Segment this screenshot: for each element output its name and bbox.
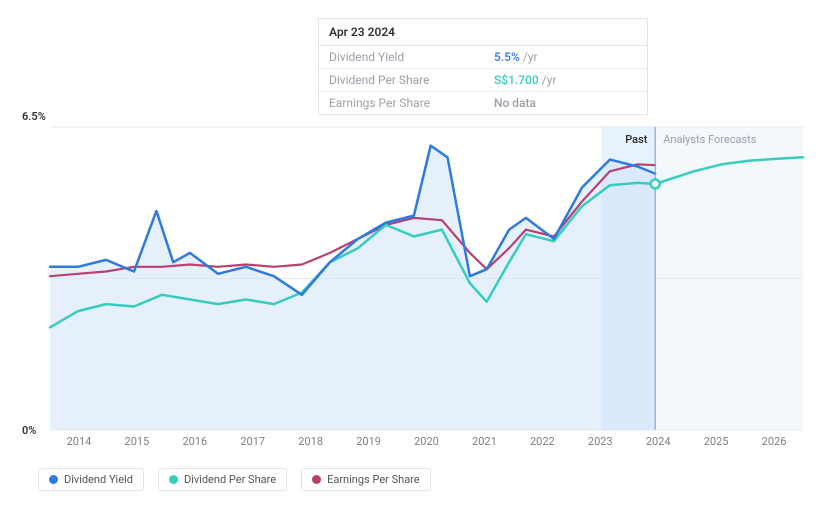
- tooltip-row-value: 5.5%: [494, 50, 520, 64]
- x-axis-year: 2019: [340, 435, 398, 448]
- past-label: Past: [625, 133, 647, 146]
- legend: Dividend Yield Dividend Per Share Earnin…: [38, 468, 431, 491]
- legend-dot: [312, 475, 321, 484]
- tooltip-row-label: Dividend Per Share: [329, 73, 494, 87]
- tooltip-row-label: Dividend Yield: [329, 50, 494, 64]
- x-axis-year: 2022: [513, 435, 571, 448]
- x-axis-year: 2016: [166, 435, 224, 448]
- tooltip-row-label: Earnings Per Share: [329, 96, 494, 110]
- x-axis-year: 2025: [687, 435, 745, 448]
- x-axis-year: 2014: [50, 435, 108, 448]
- tooltip-row: Earnings Per ShareNo data: [319, 92, 647, 114]
- x-axis-year: 2017: [224, 435, 282, 448]
- legend-item-dividend-yield[interactable]: Dividend Yield: [38, 468, 144, 491]
- tooltip-date: Apr 23 2024: [319, 19, 647, 46]
- x-axis-year: 2023: [571, 435, 629, 448]
- legend-item-dividend-per-share[interactable]: Dividend Per Share: [158, 468, 287, 491]
- y-axis-label-min: 0%: [22, 424, 36, 437]
- x-axis-year: 2015: [108, 435, 166, 448]
- legend-item-earnings-per-share[interactable]: Earnings Per Share: [301, 468, 431, 491]
- x-axis-year: 2018: [282, 435, 340, 448]
- x-axis-year: 2021: [455, 435, 513, 448]
- tooltip-row: Dividend Per ShareS$1.700/yr: [319, 69, 647, 92]
- chart-tooltip: Apr 23 2024 Dividend Yield5.5%/yrDividen…: [318, 18, 648, 115]
- x-axis-labels: 2014201520162017201820192020202120222023…: [50, 435, 803, 448]
- tooltip-row: Dividend Yield5.5%/yr: [319, 46, 647, 69]
- chart-container: 6.5% 0% Past Analysts Forecasts 20142015…: [0, 0, 821, 508]
- tooltip-row-value: No data: [494, 96, 536, 110]
- legend-dot: [49, 475, 58, 484]
- tooltip-row-value: S$1.700: [494, 73, 539, 87]
- y-axis-label-max: 6.5%: [22, 110, 46, 123]
- x-axis-year: 2024: [629, 435, 687, 448]
- legend-label: Dividend Per Share: [184, 473, 276, 486]
- legend-dot: [169, 475, 178, 484]
- legend-label: Dividend Yield: [64, 473, 133, 486]
- forecast-label: Analysts Forecasts: [663, 133, 756, 146]
- x-axis-year: 2026: [745, 435, 803, 448]
- tooltip-row-unit: /yr: [542, 73, 557, 87]
- x-axis-year: 2020: [398, 435, 456, 448]
- tooltip-row-unit: /yr: [523, 50, 538, 64]
- legend-label: Earnings Per Share: [327, 473, 420, 486]
